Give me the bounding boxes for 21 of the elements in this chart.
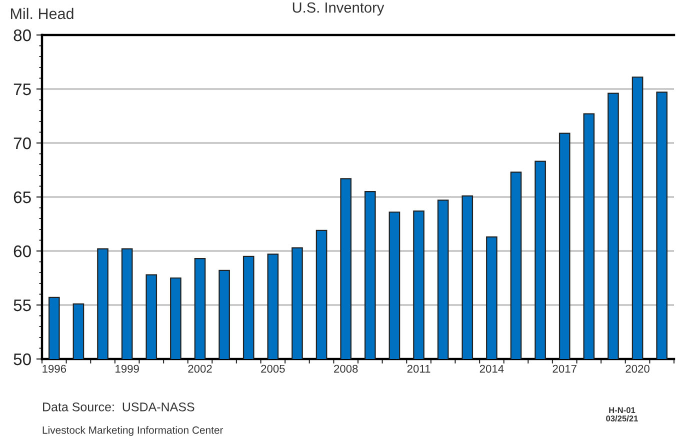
y-tick-label: 55 (14, 300, 31, 312)
chart-title: U.S. Inventory (292, 2, 384, 16)
x-tick-label: 2011 (407, 364, 430, 373)
x-tick-label: 1999 (116, 364, 139, 373)
y-tick-label: 80 (14, 29, 31, 42)
y-tick-label: 60 (14, 245, 31, 258)
y-tick-label: 70 (14, 137, 31, 150)
y-tick-label: 75 (14, 84, 31, 96)
y-tick-label: 65 (14, 191, 31, 204)
x-tick-label: 2014 (480, 364, 504, 373)
x-tick-label: 1996 (42, 364, 66, 373)
x-tick-label: 2008 (334, 364, 358, 373)
source-note: Data Source: USDA-NASS (43, 402, 194, 412)
x-tick-label: 2005 (261, 364, 285, 373)
y-axis-title: Mil. Head (10, 8, 74, 20)
text: Livestock Marketing Information Center (42, 426, 224, 436)
x-tick-label: 2020 (626, 364, 650, 373)
x-tick-label: 2017 (552, 364, 576, 373)
x-tick-label: 2002 (188, 364, 212, 373)
y-tick-label: 50 (14, 353, 31, 366)
text: H-N-01 03/25/21 (606, 407, 638, 422)
